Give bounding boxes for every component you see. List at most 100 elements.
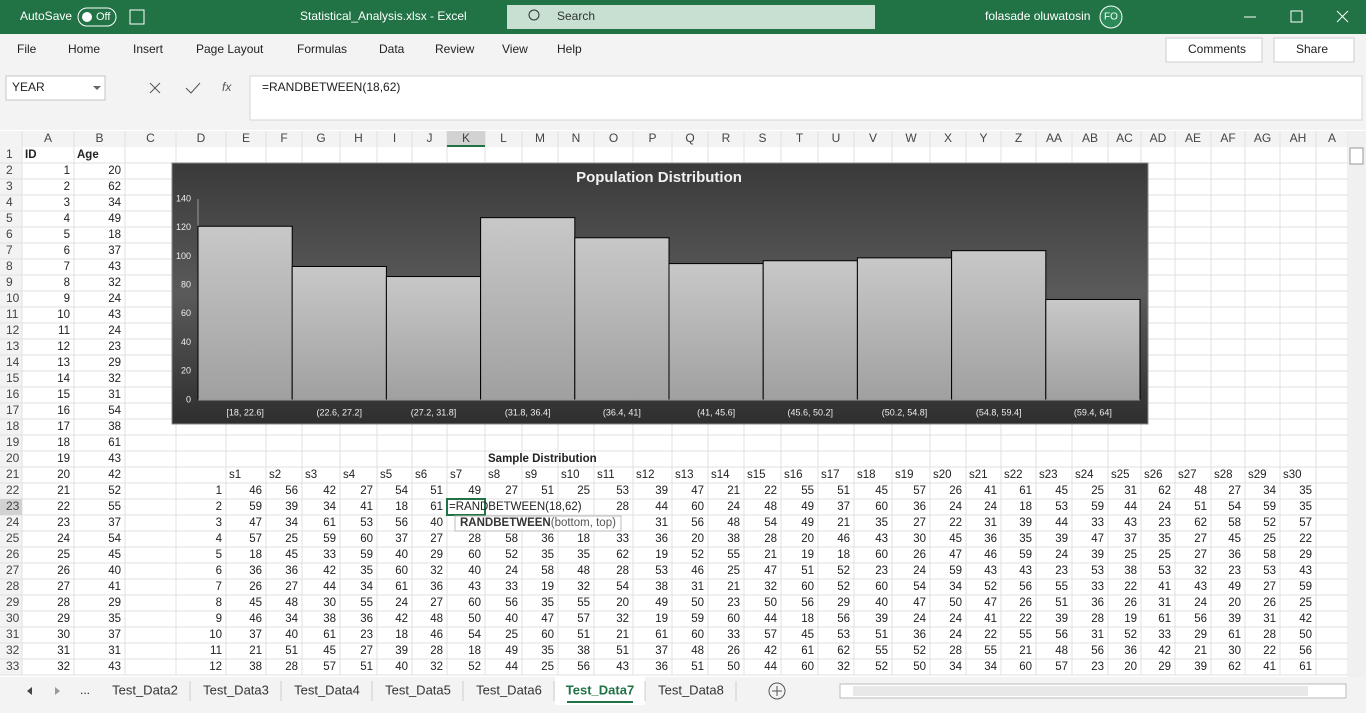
cell[interactable]: 51 bbox=[616, 645, 629, 657]
cell[interactable]: 20 bbox=[801, 533, 814, 545]
cell[interactable]: 57 bbox=[764, 629, 777, 641]
ribbon-tab[interactable]: Help bbox=[557, 42, 582, 56]
cell[interactable]: 30 bbox=[57, 629, 70, 641]
cell[interactable]: s22 bbox=[1004, 469, 1023, 481]
cell[interactable]: 47 bbox=[691, 485, 704, 497]
cell[interactable]: 56 bbox=[691, 517, 704, 529]
tab-more[interactable]: ... bbox=[80, 683, 90, 697]
cell[interactable]: 51 bbox=[837, 485, 850, 497]
cell[interactable]: 38 bbox=[1124, 565, 1137, 577]
cell[interactable]: 28 bbox=[764, 533, 777, 545]
cell[interactable]: 35 bbox=[108, 613, 121, 625]
cell[interactable]: 45 bbox=[285, 549, 298, 561]
cell[interactable]: 56 bbox=[1299, 645, 1312, 657]
cell[interactable]: 27 bbox=[1194, 533, 1207, 545]
cell[interactable]: 25 bbox=[1158, 549, 1171, 561]
cell[interactable]: 35 bbox=[1299, 501, 1312, 513]
cell[interactable]: 40 bbox=[505, 613, 518, 625]
cell[interactable]: 52 bbox=[837, 581, 850, 593]
cell[interactable]: 50 bbox=[727, 661, 740, 673]
cell[interactable]: 25 bbox=[577, 485, 590, 497]
cell[interactable]: 61 bbox=[801, 645, 814, 657]
cell[interactable]: 46 bbox=[691, 565, 704, 577]
cell[interactable]: 48 bbox=[764, 501, 777, 513]
cell[interactable]: 22 bbox=[1019, 613, 1032, 625]
cell[interactable]: 23 bbox=[1228, 565, 1241, 577]
cell[interactable]: 11 bbox=[210, 645, 222, 657]
cell[interactable]: 41 bbox=[984, 613, 997, 625]
cell[interactable]: 50 bbox=[1299, 629, 1312, 641]
cell[interactable]: 34 bbox=[285, 613, 298, 625]
cell[interactable]: 6 bbox=[216, 565, 222, 577]
cell[interactable]: 28 bbox=[949, 645, 962, 657]
cell[interactable]: s5 bbox=[380, 469, 392, 481]
cell[interactable]: 21 bbox=[837, 517, 850, 529]
cell[interactable]: 10 bbox=[209, 629, 222, 641]
cell[interactable]: 20 bbox=[691, 533, 704, 545]
cell[interactable]: 48 bbox=[1055, 645, 1068, 657]
cell[interactable]: 28 bbox=[616, 501, 629, 513]
cell[interactable]: s26 bbox=[1144, 469, 1163, 481]
cell[interactable]: 39 bbox=[875, 613, 888, 625]
cell[interactable]: 37 bbox=[108, 517, 121, 529]
cell[interactable]: 21 bbox=[249, 645, 262, 657]
cell[interactable]: 33 bbox=[1091, 517, 1104, 529]
cell[interactable]: 59 bbox=[1019, 549, 1032, 561]
cell[interactable]: 26 bbox=[913, 549, 926, 561]
cell[interactable]: 53 bbox=[616, 485, 629, 497]
scroll-thumb[interactable] bbox=[1349, 147, 1364, 165]
cell[interactable]: 35 bbox=[875, 517, 888, 529]
cell[interactable]: 35 bbox=[541, 597, 554, 609]
cell[interactable]: 55 bbox=[1055, 581, 1068, 593]
cell[interactable]: 53 bbox=[1091, 565, 1104, 577]
cell[interactable]: 22 bbox=[1124, 581, 1137, 593]
cell[interactable]: 29 bbox=[837, 597, 850, 609]
ribbon-tab[interactable]: Formulas bbox=[297, 42, 347, 56]
cell[interactable]: 50 bbox=[468, 613, 481, 625]
cell[interactable]: 51 bbox=[691, 661, 704, 673]
cell[interactable]: 62 bbox=[1158, 485, 1171, 497]
cell[interactable]: 51 bbox=[1194, 501, 1207, 513]
cell[interactable]: 11 bbox=[58, 325, 70, 337]
cell[interactable]: 22 bbox=[764, 485, 777, 497]
cell[interactable]: 36 bbox=[1124, 645, 1137, 657]
cell[interactable]: 21 bbox=[764, 549, 777, 561]
cell[interactable]: 49 bbox=[801, 517, 814, 529]
cell[interactable]: 56 bbox=[1055, 629, 1068, 641]
cell[interactable]: 62 bbox=[1194, 517, 1207, 529]
ribbon-tab[interactable]: View bbox=[502, 42, 528, 56]
cell[interactable]: 16 bbox=[57, 405, 70, 417]
fx-button[interactable]: fx bbox=[222, 80, 232, 94]
cell[interactable]: 44 bbox=[1124, 501, 1137, 513]
cell[interactable]: 23 bbox=[1158, 517, 1171, 529]
cell[interactable]: 39 bbox=[1091, 549, 1104, 561]
cell[interactable]: 36 bbox=[249, 565, 262, 577]
cell[interactable]: 60 bbox=[691, 501, 704, 513]
cell[interactable]: 60 bbox=[875, 549, 888, 561]
enter-button[interactable] bbox=[185, 82, 201, 94]
cell[interactable]: 5 bbox=[64, 229, 70, 241]
cell[interactable]: 49 bbox=[468, 485, 481, 497]
cell[interactable]: 57 bbox=[1055, 661, 1068, 673]
cell[interactable]: 52 bbox=[108, 485, 121, 497]
cell[interactable]: 25 bbox=[1091, 485, 1104, 497]
cell[interactable]: s11 bbox=[597, 469, 615, 481]
cell[interactable]: 25 bbox=[1124, 549, 1137, 561]
cell[interactable]: 61 bbox=[1158, 613, 1171, 625]
cell[interactable]: 46 bbox=[430, 629, 443, 641]
cell[interactable]: 37 bbox=[395, 533, 408, 545]
cell[interactable]: 26 bbox=[1263, 597, 1276, 609]
cell[interactable]: 40 bbox=[285, 629, 298, 641]
cell[interactable]: s27 bbox=[1178, 469, 1197, 481]
cell[interactable]: 13 bbox=[57, 357, 70, 369]
cell[interactable]: 31 bbox=[1091, 629, 1104, 641]
cell[interactable]: 38 bbox=[249, 661, 262, 673]
cell[interactable]: 35 bbox=[541, 549, 554, 561]
cell[interactable]: 15 bbox=[57, 389, 70, 401]
cell[interactable]: 27 bbox=[430, 597, 443, 609]
cell[interactable]: 18 bbox=[395, 501, 408, 513]
cell[interactable]: 46 bbox=[249, 485, 262, 497]
cell[interactable]: 51 bbox=[541, 485, 554, 497]
cell[interactable]: 28 bbox=[285, 661, 298, 673]
cell[interactable]: 45 bbox=[875, 485, 888, 497]
